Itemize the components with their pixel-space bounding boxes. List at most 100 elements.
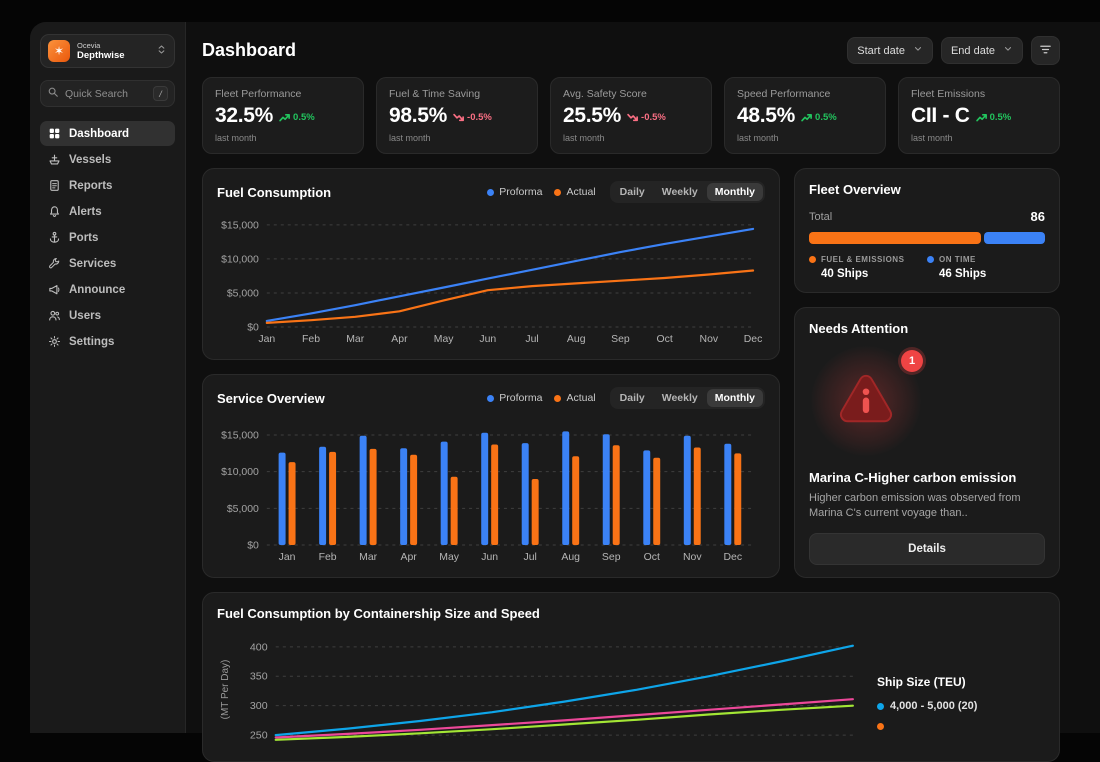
sidebar-item-label: Announce <box>69 284 125 296</box>
svg-text:350: 350 <box>250 671 268 683</box>
sidebar-item-services[interactable]: Services <box>40 251 175 276</box>
chevron-updown-icon <box>156 42 167 60</box>
search-icon <box>47 85 59 103</box>
kpi-delta-value: -0.5% <box>467 112 492 123</box>
kpi-delta-value: 0.5% <box>815 112 837 123</box>
kpi-delta-value: 0.5% <box>293 112 315 123</box>
legend-label: Actual <box>566 392 595 404</box>
kpi-row: Fleet Performance 32.5%0.5% last month Fuel… <box>202 77 1060 154</box>
svg-text:Dec: Dec <box>723 552 742 563</box>
needs-attention-panel: Needs Attention 1 Marina C-Higher carbon… <box>794 307 1060 578</box>
kpi-subtext: last month <box>737 133 873 143</box>
sidebar-item-dashboard[interactable]: Dashboard <box>40 121 175 146</box>
kpi-label: Avg. Safety Score <box>563 88 699 100</box>
sidebar-item-label: Reports <box>69 180 112 192</box>
svg-text:$10,000: $10,000 <box>221 254 259 265</box>
svg-text:Jun: Jun <box>479 334 496 345</box>
workspace-switcher[interactable]: ✶ Ocevia Depthwise <box>40 34 175 68</box>
legend-dot <box>877 723 884 730</box>
sidebar: ✶ Ocevia Depthwise Quick Search / Dashbo… <box>30 22 186 733</box>
reports-icon <box>48 179 61 192</box>
svg-text:300: 300 <box>250 700 268 712</box>
end-date-select[interactable]: End date <box>941 37 1023 64</box>
kpi-subtext: last month <box>563 133 699 143</box>
svg-text:$0: $0 <box>247 322 259 333</box>
fleet-legend-row: FUEL & EMISSIONS <box>809 255 927 264</box>
sidebar-item-label: Vessels <box>69 154 111 166</box>
kpi-value: CII - C <box>911 104 970 128</box>
filter-button[interactable] <box>1031 36 1060 65</box>
brand-name-top: Ocevia <box>77 41 149 50</box>
svg-text:$15,000: $15,000 <box>221 220 259 231</box>
brand-name-bottom: Depthwise <box>77 50 149 61</box>
chevron-down-icon <box>913 44 923 54</box>
quick-search[interactable]: Quick Search / <box>40 80 175 107</box>
series-Actual <box>289 445 742 545</box>
start-date-select[interactable]: Start date <box>847 37 933 64</box>
legend-item-actual[interactable]: Actual <box>554 392 595 404</box>
kpi-label: Fleet Performance <box>215 88 351 100</box>
sidebar-menu: Dashboard Vessels Reports Alerts Ports Servic… <box>40 121 175 354</box>
kpi-delta: 0.5% <box>976 112 1012 123</box>
sidebar-item-announce[interactable]: Announce <box>40 277 175 302</box>
ship-size-legend-item[interactable]: 4,000 - 5,000 (20) <box>877 700 1045 712</box>
svg-text:May: May <box>439 552 460 563</box>
fleet-legend-row: ON TIME <box>927 255 1045 264</box>
warning-triangle-icon <box>835 370 897 428</box>
svg-text:Sep: Sep <box>611 334 630 345</box>
legend-item-actual[interactable]: Actual <box>554 186 595 198</box>
svg-text:(MT Per Day): (MT Per Day) <box>220 660 231 720</box>
toggle-monthly[interactable]: Monthly <box>707 389 763 407</box>
toggle-weekly[interactable]: Weekly <box>654 183 706 201</box>
svg-text:$5,000: $5,000 <box>227 288 259 299</box>
legend-dot <box>809 256 816 263</box>
fleet-legend-value: 40 Ships <box>821 268 927 280</box>
details-button[interactable]: Details <box>809 533 1045 565</box>
kpi-value-row: 48.5%0.5% <box>737 104 873 128</box>
kpi-label: Fuel & Time Saving <box>389 88 525 100</box>
fleet-bar-segment <box>984 232 1045 244</box>
sidebar-item-users[interactable]: Users <box>40 303 175 328</box>
legend-item-proforma[interactable]: Proforma <box>487 392 542 404</box>
fleet-legend-value: 46 Ships <box>939 268 1045 280</box>
main-content: Dashboard Start date End date Fleet Perf… <box>186 22 1100 733</box>
svg-text:Jul: Jul <box>525 334 538 345</box>
svg-text:250: 250 <box>250 730 268 742</box>
sidebar-item-reports[interactable]: Reports <box>40 173 175 198</box>
alert-description: Higher carbon emission was observed from… <box>809 491 1045 521</box>
kpi-value-row: 25.5%-0.5% <box>563 104 699 128</box>
ship-size-legend-label: 4,000 - 5,000 (20) <box>890 700 977 712</box>
fleet-total-label: Total <box>809 211 832 223</box>
ship-size-legend-item[interactable] <box>877 723 1045 730</box>
legend-item-proforma[interactable]: Proforma <box>487 186 542 198</box>
kpi-delta: -0.5% <box>453 112 492 123</box>
chevron-down-icon <box>1003 44 1013 57</box>
app-frame: ✶ Ocevia Depthwise Quick Search / Dashbo… <box>30 22 1100 733</box>
sidebar-item-label: Services <box>69 258 116 270</box>
toggle-daily[interactable]: Daily <box>612 183 653 201</box>
toggle-weekly[interactable]: Weekly <box>654 389 706 407</box>
toggle-monthly[interactable]: Monthly <box>707 183 763 201</box>
end-date-label: End date <box>951 45 995 57</box>
fleet-legend-label: FUEL & EMISSIONS <box>821 255 904 264</box>
kpi-value-row: 32.5%0.5% <box>215 104 351 128</box>
sidebar-item-settings[interactable]: Settings <box>40 329 175 354</box>
users-icon <box>48 309 61 322</box>
toggle-daily[interactable]: Daily <box>612 389 653 407</box>
fleet-total-row: Total 86 <box>809 209 1045 224</box>
sidebar-item-alerts[interactable]: Alerts <box>40 199 175 224</box>
fleet-legend-item: FUEL & EMISSIONS 40 Ships <box>809 255 927 280</box>
gridlines <box>276 647 853 735</box>
alert-count-badge: 1 <box>901 350 923 372</box>
series-4,000 - 5,000 (20) <box>276 646 853 735</box>
sidebar-item-ports[interactable]: Ports <box>40 225 175 250</box>
sidebar-item-vessels[interactable]: Vessels <box>40 147 175 172</box>
sidebar-item-label: Alerts <box>69 206 102 218</box>
